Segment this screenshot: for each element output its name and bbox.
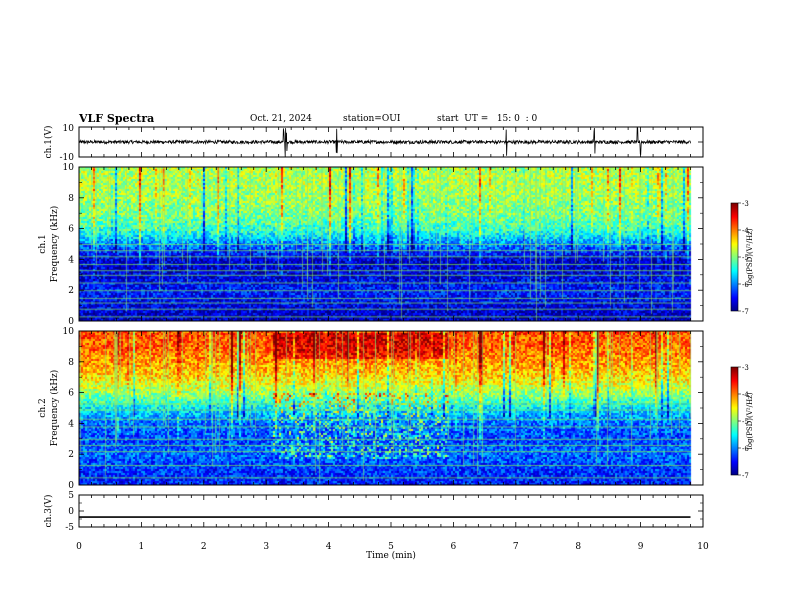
ch1-ylabel-freq: Frequency (kHz) bbox=[49, 206, 60, 283]
ch1-colorbar-tick-label: -6 bbox=[742, 281, 749, 289]
station-label: station=OUI bbox=[343, 114, 401, 124]
start-time-label: start UT = 15: 0 : 0 bbox=[437, 114, 538, 124]
xtick-label: 10 bbox=[697, 542, 709, 552]
ch2-ytick-label: 0 bbox=[68, 481, 74, 491]
ch3-ytick-label: 5 bbox=[68, 491, 74, 501]
xtick-label: 0 bbox=[76, 542, 82, 552]
ch2-ytick-label: 6 bbox=[68, 389, 74, 399]
ch1-ylabel-channel: ch.1 bbox=[38, 234, 48, 253]
ch1-ytick-label: 6 bbox=[68, 225, 74, 235]
date-label: Oct. 21, 2024 bbox=[250, 114, 312, 124]
ch3-ytick-label: 0 bbox=[68, 507, 74, 517]
ch2-colorbar-label: log(PSD)(V²/Hz) bbox=[746, 392, 754, 449]
xaxis-label: Time (min) bbox=[366, 550, 416, 561]
ch1-ytick-label: 2 bbox=[68, 286, 74, 296]
ch2-colorbar-tick-label: -4 bbox=[742, 391, 749, 399]
ch1-ytick-label: 0 bbox=[68, 317, 74, 327]
ch2-colorbar-tick-label: -5 bbox=[742, 418, 749, 426]
ch1-ytick-label: 4 bbox=[68, 255, 74, 265]
xtick-label: 3 bbox=[263, 542, 269, 552]
ch1-colorbar bbox=[731, 203, 738, 311]
ch1-ytick-label: -10 bbox=[60, 153, 75, 163]
ch1-waveform-line bbox=[78, 127, 691, 157]
ch1-colorbar-tick-label: -4 bbox=[742, 227, 749, 235]
ch2-ytick-label: 4 bbox=[68, 419, 74, 429]
ch1-colorbar-label: log(PSD)(V²/Hz) bbox=[746, 228, 754, 285]
ch2-ytick-label: 10 bbox=[63, 327, 75, 337]
ch2-spectrogram-image bbox=[79, 331, 703, 485]
ch2-colorbar-tick-label: -7 bbox=[742, 472, 749, 480]
xtick-label: 7 bbox=[513, 542, 519, 552]
ch1-ytick-label: 10 bbox=[63, 163, 75, 173]
ch1-ytick-label: 8 bbox=[68, 194, 74, 204]
xtick-label: 5 bbox=[388, 542, 394, 552]
ch2-colorbar-tick-label: -3 bbox=[742, 364, 749, 372]
ch2-colorbar-tick-label: -6 bbox=[742, 445, 749, 453]
ch2-ylabel-freq: Frequency (kHz) bbox=[49, 370, 60, 447]
ch2-ytick-label: 8 bbox=[68, 358, 74, 368]
ch1-ylabel: ch.1(V) bbox=[43, 126, 54, 159]
xtick-label: 9 bbox=[638, 542, 644, 552]
ch1-colorbar-tick-label: -5 bbox=[742, 254, 749, 262]
xtick-label: 4 bbox=[326, 542, 332, 552]
xtick-label: 2 bbox=[201, 542, 207, 552]
ch1-colorbar-tick-label: -3 bbox=[742, 200, 749, 208]
ch3-ylabel: ch.3(V) bbox=[43, 495, 54, 528]
chart-title: VLF Spectra bbox=[79, 112, 155, 125]
ch1-spectrogram-image bbox=[79, 167, 703, 321]
xtick-label: 1 bbox=[139, 542, 145, 552]
ch2-ytick-label: 2 bbox=[68, 450, 74, 460]
xtick-label: 6 bbox=[451, 542, 457, 552]
xtick-label: 8 bbox=[575, 542, 581, 552]
ch3-ytick-label: -5 bbox=[65, 523, 74, 533]
ch1-colorbar-tick-label: -7 bbox=[742, 308, 749, 316]
ch2-colorbar bbox=[731, 367, 738, 475]
ch2-ylabel-channel: ch.2 bbox=[38, 398, 48, 417]
ch1-ytick-label: 10 bbox=[63, 124, 75, 134]
